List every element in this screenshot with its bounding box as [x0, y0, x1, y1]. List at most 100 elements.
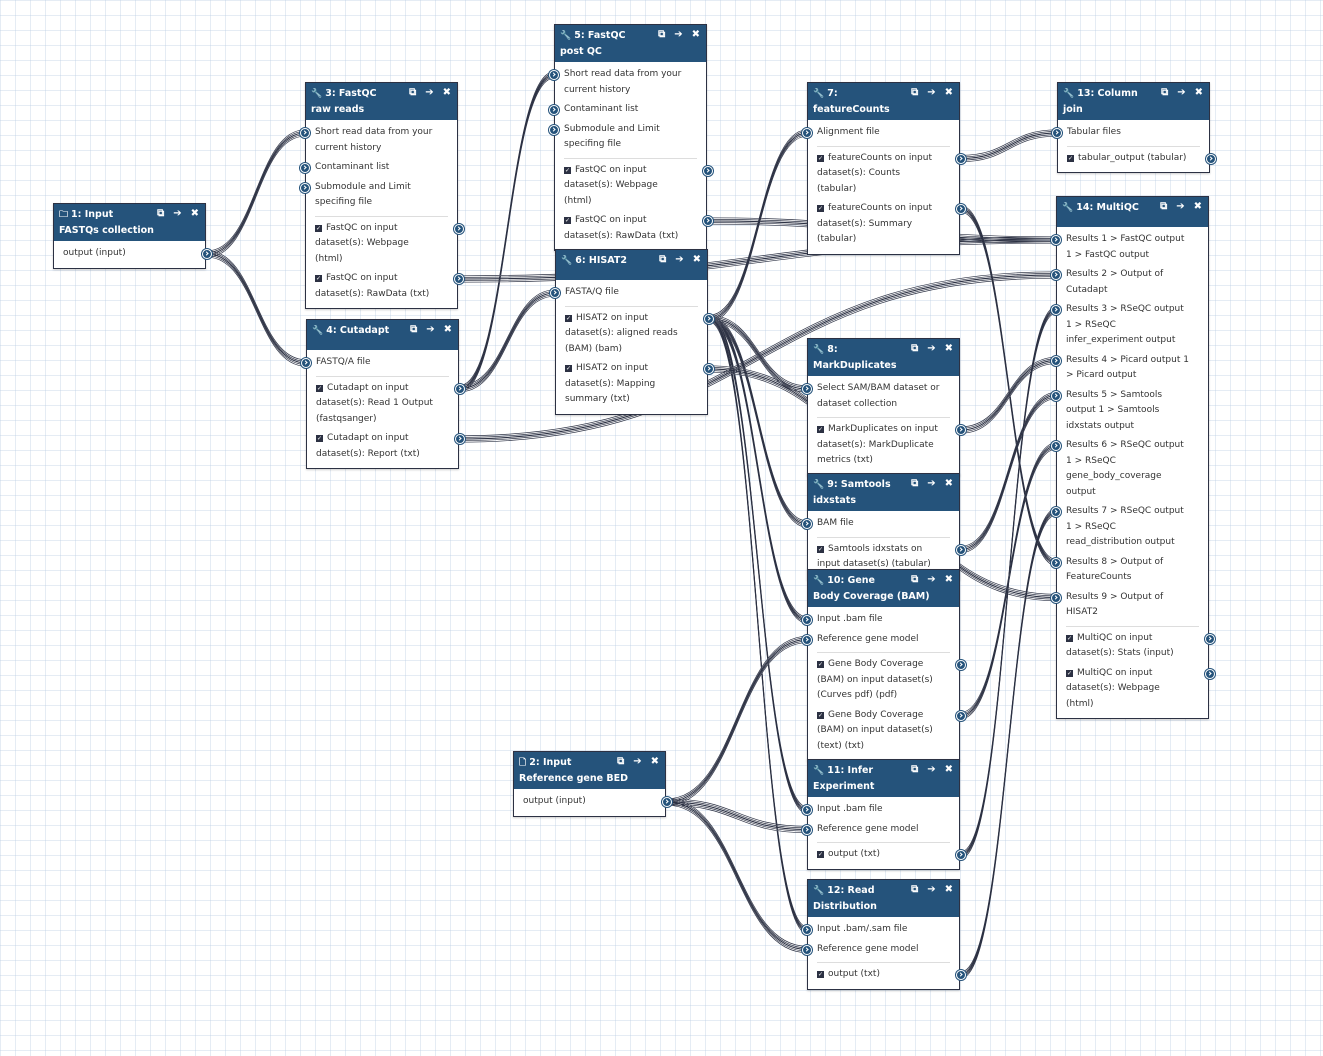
- copy-icon[interactable]: ⧉: [409, 87, 417, 98]
- input-terminal[interactable]: [300, 182, 310, 193]
- output-terminal[interactable]: [956, 204, 966, 214]
- arrow-right-icon[interactable]: ➔: [426, 324, 435, 335]
- arrow-right-icon[interactable]: ➔: [425, 87, 434, 98]
- input-terminal[interactable]: [1051, 235, 1061, 245]
- node-tool-n8[interactable]: 🔧 8: MarkDuplicates ⧉ ➔ ✖ Select SAM/BAM datas…: [802, 338, 966, 476]
- node-input-fastqs-collection[interactable]: 🗀 1: Input FASTQs collection ⧉ ➔ ✖ output (…: [53, 203, 212, 269]
- node-header[interactable]: 🔧 10: Gene Body Coverage (BAM) ⧉ ➔ ✖: [808, 570, 959, 607]
- output-terminal[interactable]: [455, 383, 465, 394]
- arrow-right-icon[interactable]: ➔: [927, 574, 936, 585]
- input-terminal[interactable]: [1051, 270, 1061, 280]
- copy-icon[interactable]: ⧉: [157, 208, 165, 219]
- node-header[interactable]: 🔧 9: Samtools idxstats ⧉ ➔ ✖: [808, 474, 959, 511]
- input-terminal[interactable]: [549, 124, 559, 135]
- node-tool-n4[interactable]: 🔧 4: Cutadapt ⧉ ➔ ✖ FASTQ/A file ✓ Cutadapt on …: [301, 319, 465, 469]
- checkbox-checked-icon[interactable]: ✓: [817, 545, 824, 553]
- node-header[interactable]: 🔧 4: Cutadapt ⧉ ➔ ✖: [307, 320, 458, 350]
- node-header[interactable]: 🔧 11: Infer Experiment ⧉ ➔ ✖: [808, 760, 959, 797]
- close-icon[interactable]: ✖: [1193, 201, 1202, 212]
- arrow-right-icon[interactable]: ➔: [927, 87, 936, 98]
- arrow-right-icon[interactable]: ➔: [927, 884, 936, 895]
- input-terminal[interactable]: [1052, 128, 1062, 138]
- output-terminal[interactable]: [956, 710, 966, 721]
- output-terminal[interactable]: [1205, 633, 1215, 644]
- copy-icon[interactable]: ⧉: [658, 29, 666, 40]
- output-terminal[interactable]: [1206, 153, 1216, 164]
- close-icon[interactable]: ✖: [691, 29, 700, 40]
- arrow-right-icon[interactable]: ➔: [633, 756, 642, 767]
- close-icon[interactable]: ✖: [650, 756, 659, 767]
- input-terminal[interactable]: [802, 128, 812, 138]
- arrow-right-icon[interactable]: ➔: [674, 29, 683, 40]
- input-terminal[interactable]: [802, 634, 812, 645]
- node-tool-n9[interactable]: 🔧 9: Samtools idxstats ⧉ ➔ ✖ BAM file ✓ Samtools…: [802, 473, 966, 580]
- arrow-right-icon[interactable]: ➔: [173, 208, 182, 219]
- arrow-right-icon[interactable]: ➔: [1177, 87, 1186, 98]
- copy-icon[interactable]: ⧉: [410, 324, 418, 335]
- arrow-right-icon[interactable]: ➔: [927, 343, 936, 354]
- checkbox-checked-icon[interactable]: ✓: [817, 711, 824, 719]
- output-terminal[interactable]: [703, 165, 713, 176]
- checkbox-checked-icon[interactable]: ✓: [564, 166, 571, 174]
- input-terminal[interactable]: [802, 805, 812, 815]
- output-terminal[interactable]: [704, 364, 714, 374]
- node-header[interactable]: 🔧 5: FastQC post QC ⧉ ➔ ✖: [555, 25, 706, 62]
- close-icon[interactable]: ✖: [443, 324, 452, 335]
- node-tool-n3[interactable]: 🔧 3: FastQC raw reads ⧉ ➔ ✖ Short read data fr…: [300, 82, 464, 309]
- node-header[interactable]: 🔧 3: FastQC raw reads ⧉ ➔ ✖: [306, 83, 457, 120]
- node-tool-n10[interactable]: 🔧 10: Gene Body Coverage (BAM) ⧉ ➔ ✖ Input .ba…: [802, 569, 966, 761]
- checkbox-checked-icon[interactable]: ✓: [817, 971, 824, 978]
- input-terminal[interactable]: [300, 128, 310, 138]
- input-terminal[interactable]: [802, 615, 812, 625]
- copy-icon[interactable]: ⧉: [911, 87, 919, 98]
- copy-icon[interactable]: ⧉: [659, 254, 667, 265]
- close-icon[interactable]: ✖: [442, 87, 451, 98]
- input-terminal[interactable]: [1051, 390, 1061, 401]
- checkbox-checked-icon[interactable]: ✓: [316, 435, 323, 442]
- close-icon[interactable]: ✖: [692, 254, 701, 265]
- copy-icon[interactable]: ⧉: [911, 478, 919, 489]
- output-terminal[interactable]: [1205, 668, 1215, 679]
- input-terminal[interactable]: [1051, 355, 1061, 366]
- close-icon[interactable]: ✖: [944, 764, 953, 775]
- arrow-right-icon[interactable]: ➔: [675, 254, 684, 265]
- copy-icon[interactable]: ⧉: [617, 756, 625, 767]
- copy-icon[interactable]: ⧉: [1160, 201, 1168, 212]
- output-terminal[interactable]: [956, 970, 966, 980]
- input-terminal[interactable]: [1051, 305, 1061, 315]
- checkbox-checked-icon[interactable]: ✓: [1066, 669, 1073, 677]
- node-header[interactable]: 🔧 8: MarkDuplicates ⧉ ➔ ✖: [808, 339, 959, 376]
- copy-icon[interactable]: ⧉: [1161, 87, 1169, 98]
- close-icon[interactable]: ✖: [944, 478, 953, 489]
- node-tool-n13[interactable]: 🔧 13: Column join ⧉ ➔ ✖ Tabular files ✓ tabular_…: [1052, 82, 1216, 173]
- checkbox-checked-icon[interactable]: ✓: [817, 154, 824, 162]
- node-header[interactable]: 🗀 1: Input FASTQs collection ⧉ ➔ ✖: [54, 204, 205, 241]
- close-icon[interactable]: ✖: [944, 884, 953, 895]
- node-tool-n7[interactable]: 🔧 7: featureCounts ⧉ ➔ ✖ Alignment file ✓ featur…: [802, 82, 966, 255]
- node-tool-n5[interactable]: 🔧 5: FastQC post QC ⧉ ➔ ✖ Short read data from…: [549, 24, 713, 251]
- output-terminal[interactable]: [956, 425, 966, 435]
- output-terminal[interactable]: [454, 274, 464, 284]
- output-terminal[interactable]: [455, 434, 465, 444]
- output-terminal[interactable]: [202, 249, 212, 259]
- checkbox-checked-icon[interactable]: ✓: [565, 314, 572, 322]
- close-icon[interactable]: ✖: [190, 208, 199, 219]
- input-terminal[interactable]: [300, 163, 310, 173]
- checkbox-checked-icon[interactable]: ✓: [817, 205, 824, 212]
- checkbox-checked-icon[interactable]: ✓: [817, 661, 824, 668]
- output-terminal[interactable]: [704, 313, 714, 324]
- arrow-right-icon[interactable]: ➔: [927, 478, 936, 489]
- checkbox-checked-icon[interactable]: ✓: [564, 217, 571, 224]
- close-icon[interactable]: ✖: [944, 343, 953, 354]
- input-terminal[interactable]: [802, 519, 812, 529]
- input-terminal[interactable]: [550, 288, 560, 298]
- output-terminal[interactable]: [956, 850, 966, 860]
- copy-icon[interactable]: ⧉: [911, 574, 919, 585]
- checkbox-checked-icon[interactable]: ✓: [1066, 634, 1073, 642]
- output-terminal[interactable]: [703, 216, 713, 226]
- output-terminal[interactable]: [956, 544, 966, 555]
- node-input-reference-gene-bed[interactable]: 🗋 2: Input Reference gene BED ⧉ ➔ ✖ output …: [513, 751, 672, 817]
- output-terminal[interactable]: [956, 660, 966, 670]
- checkbox-checked-icon[interactable]: ✓: [817, 426, 824, 433]
- checkbox-checked-icon[interactable]: ✓: [817, 851, 824, 858]
